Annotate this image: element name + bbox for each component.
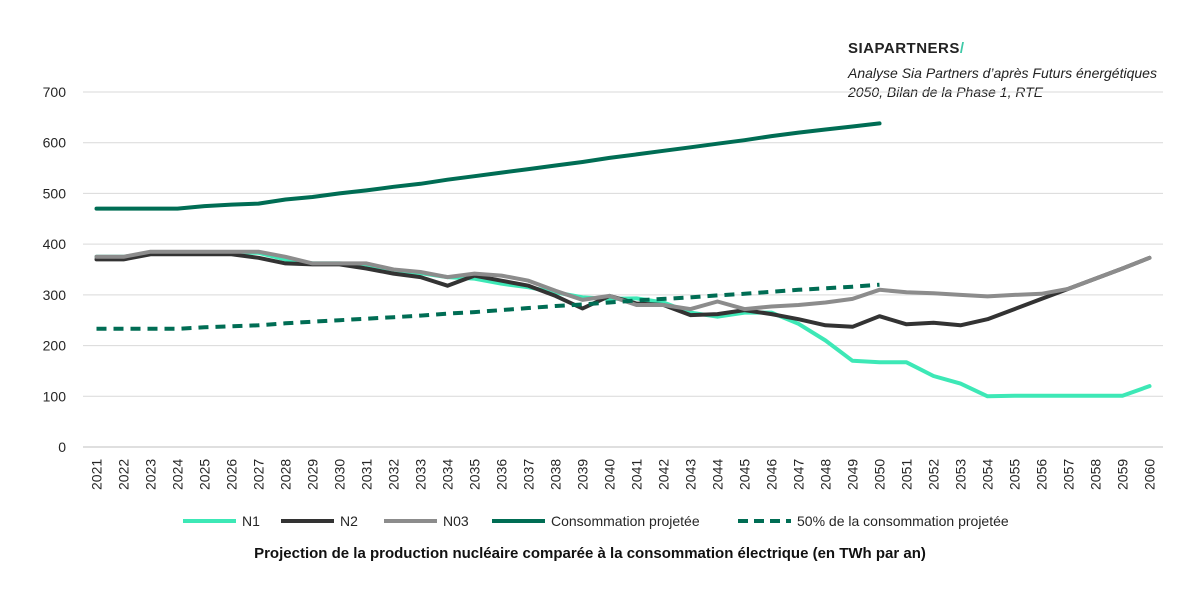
x-tick-label: 2025 xyxy=(197,459,213,490)
x-tick-label: 2054 xyxy=(980,459,996,490)
series-line-4 xyxy=(94,121,882,211)
series-line-5 xyxy=(96,282,880,331)
brand-name: SIAPARTNERS xyxy=(848,40,960,57)
legend-label-1: N1 xyxy=(242,513,260,529)
legend: N1 N2 N03 Consommation projetée 50% de la co… xyxy=(183,513,1009,529)
series-line-2 xyxy=(94,252,1152,329)
x-tick-label: 2057 xyxy=(1061,459,1077,490)
x-tick-label: 2033 xyxy=(413,459,429,490)
x-tick-label: 2036 xyxy=(494,459,510,490)
x-tick-label: 2034 xyxy=(440,459,456,490)
y-tick-label: 700 xyxy=(43,84,67,100)
brand-logo: SIAPARTNERS/ xyxy=(848,40,965,57)
x-tick-label: 2060 xyxy=(1142,459,1158,490)
x-tick-label: 2049 xyxy=(845,459,861,490)
x-tick-label: 2056 xyxy=(1034,459,1050,490)
legend-label-5: 50% de la consommation projetée xyxy=(797,513,1009,529)
series-lines xyxy=(94,121,1152,399)
legend-label-2: N2 xyxy=(340,513,358,529)
x-tick-label: 2035 xyxy=(467,459,483,490)
y-tick-label: 600 xyxy=(43,135,67,151)
x-tick-label: 2040 xyxy=(602,459,618,490)
x-tick-label: 2023 xyxy=(143,459,159,490)
x-tick-label: 2050 xyxy=(872,459,888,490)
y-tick-label: 400 xyxy=(43,236,67,252)
x-tick-label: 2052 xyxy=(926,459,942,490)
x-tick-label: 2047 xyxy=(791,459,807,490)
legend-label-4: Consommation projetée xyxy=(551,513,700,529)
x-tick-label: 2046 xyxy=(764,459,780,490)
brand-accent-slash: / xyxy=(959,40,965,57)
y-tick-label: 100 xyxy=(43,388,67,404)
legend-label-3: N03 xyxy=(443,513,469,529)
y-tick-label: 500 xyxy=(43,185,67,201)
x-tick-label: 2041 xyxy=(629,459,645,490)
x-axis-ticks: 2021 2022 2023 2024 2025 2026 2027 2028 2029 2030… xyxy=(89,459,1158,490)
x-tick-label: 2059 xyxy=(1115,459,1131,490)
x-tick-label: 2032 xyxy=(386,459,402,490)
x-tick-label: 2058 xyxy=(1088,459,1104,490)
x-tick-label: 2055 xyxy=(1007,459,1023,490)
x-tick-label: 2029 xyxy=(305,459,321,490)
x-tick-label: 2038 xyxy=(548,459,564,490)
x-tick-label: 2053 xyxy=(953,459,969,490)
grid-lines xyxy=(83,91,1163,448)
x-tick-label: 2030 xyxy=(332,459,348,490)
x-tick-label: 2024 xyxy=(170,459,186,490)
x-tick-label: 2031 xyxy=(359,459,375,490)
y-tick-label: 0 xyxy=(58,439,66,455)
x-tick-label: 2026 xyxy=(224,459,240,490)
x-tick-label: 2044 xyxy=(710,459,726,490)
x-tick-label: 2022 xyxy=(116,459,132,490)
y-tick-label: 300 xyxy=(43,287,67,303)
x-tick-label: 2037 xyxy=(521,459,537,490)
x-tick-label: 2039 xyxy=(575,459,591,490)
x-tick-label: 2021 xyxy=(89,459,105,490)
x-tick-label: 2027 xyxy=(251,459,267,490)
y-axis-ticks: 0 100 200 300 400 500 600 700 xyxy=(43,84,67,455)
chart-caption: Projection de la production nucléaire co… xyxy=(254,545,926,562)
x-tick-label: 2048 xyxy=(818,459,834,490)
x-tick-label: 2043 xyxy=(683,459,699,490)
x-tick-label: 2042 xyxy=(656,459,672,490)
x-tick-label: 2045 xyxy=(737,459,753,490)
y-tick-label: 200 xyxy=(43,338,67,354)
x-tick-label: 2051 xyxy=(899,459,915,490)
x-tick-label: 2028 xyxy=(278,459,294,490)
